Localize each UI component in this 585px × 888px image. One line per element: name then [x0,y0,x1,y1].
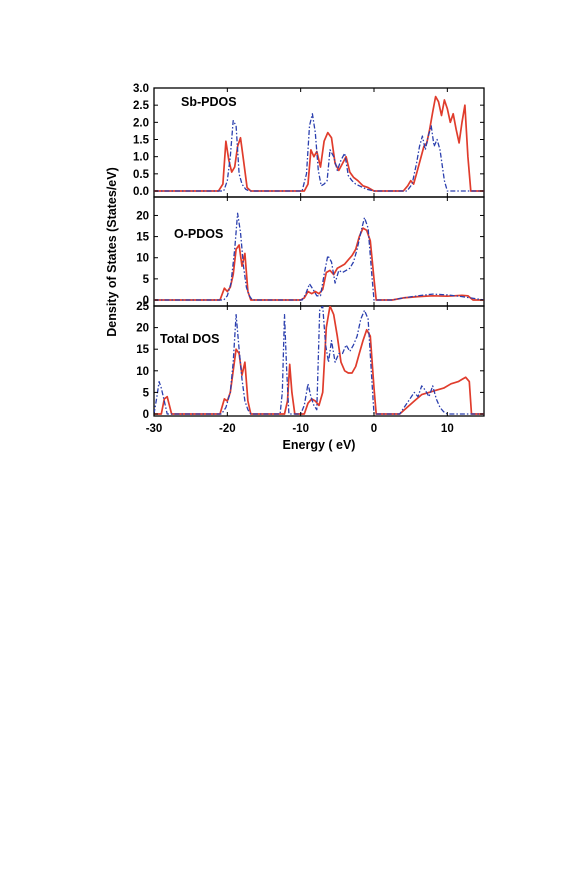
y-tick-label: 15 [136,344,149,356]
x-tick-label: -30 [146,423,163,435]
y-tick-label: 0 [143,409,149,421]
panel-frame-total-dos [153,305,485,417]
y-tick-label: 5 [143,387,150,399]
y-tick-label: 0 [143,295,149,307]
y-tick-label: 3.0 [133,83,149,95]
y-tick-label: 1.0 [133,152,149,164]
x-tick-label: -20 [219,423,236,435]
y-axis-title: Density of States (States/eV) [105,167,119,337]
blue-dashdot-series-line [154,113,484,192]
red-solid-series-line [154,227,484,301]
x-tick-label: -10 [292,423,309,435]
x-axis-title: Energy ( eV) [283,438,356,452]
y-tick-label: 20 [136,210,149,222]
y-tick-label: 2.0 [133,117,149,129]
blue-dashdot-series-line [154,306,484,415]
y-tick-label: 0.5 [133,169,150,181]
y-tick-label: 0.0 [133,186,149,198]
red-solid-series-line [154,306,484,415]
y-tick-label: 20 [136,323,149,335]
series-layer [154,95,484,415]
panel-label-total-dos: Total DOS [160,332,220,346]
y-tick-label: 1.5 [133,135,150,147]
x-tick-label: 0 [371,423,377,435]
y-tick-label: 10 [136,366,149,378]
x-tick-label: 10 [441,423,454,435]
y-tick-label: 15 [136,232,149,244]
blue-dashdot-series-line [154,212,484,301]
y-tick-label: 2.5 [133,100,150,112]
y-tick-label: 25 [136,301,149,313]
panel-label-o-pdos: O-PDOS [174,227,223,241]
y-tick-label: 10 [136,253,149,265]
tick-layer: 0.0 0.5 1.0 1.5 2.0 2.5 3.0 0 5 10 15 20 0 5 10 15 20 25 -… [133,83,484,435]
panel-frame-o-pdos [153,196,485,307]
panel-label-sb-pdos: Sb-PDOS [181,95,237,109]
y-tick-label: 5 [143,274,150,286]
red-solid-series-line [154,95,484,192]
